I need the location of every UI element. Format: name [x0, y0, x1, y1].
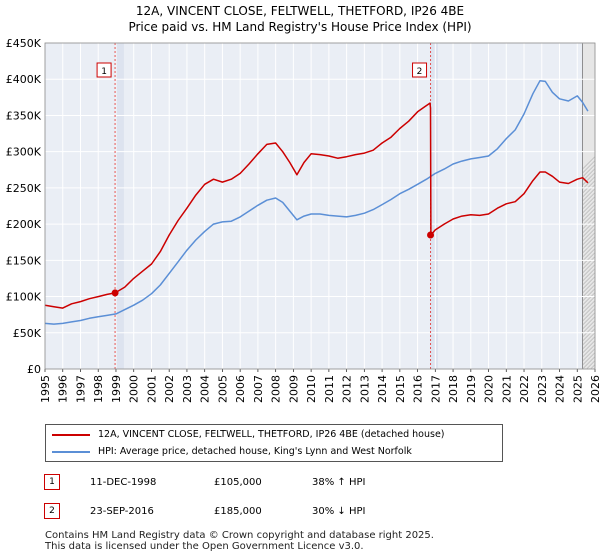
y-tick-label: £300K	[6, 146, 42, 159]
x-tick-label: 2015	[394, 375, 407, 403]
x-tick-label: 2026	[589, 375, 600, 403]
sale-band-2	[430, 43, 438, 369]
footer: Contains HM Land Registry data © Crown c…	[45, 530, 434, 552]
sale-band-1	[115, 43, 124, 369]
sale-callout-label-1: 1	[101, 67, 107, 77]
hatch-line	[582, 304, 595, 318]
x-tick-label: 2020	[483, 375, 496, 403]
y-tick-label: £150K	[6, 254, 42, 267]
sale-hpi-2: 30% ↓ HPI	[312, 506, 366, 517]
y-tick-label: £450K	[6, 37, 42, 50]
x-tick-label: 2018	[447, 375, 460, 403]
y-tick-label: £400K	[6, 73, 42, 86]
x-tick-label: 2023	[536, 375, 549, 403]
legend-label-property: 12A, VINCENT CLOSE, FELTWELL, THETFORD, …	[98, 429, 445, 440]
legend-swatch-property	[52, 434, 90, 436]
x-tick-label: 1995	[39, 375, 52, 403]
x-tick-label: 2006	[234, 375, 247, 403]
x-tick-label: 1999	[110, 375, 123, 403]
x-tick-label: 2002	[163, 375, 176, 403]
x-tick-label: 2017	[429, 375, 442, 403]
series-line-property	[44, 102, 589, 309]
legend-label-hpi: HPI: Average price, detached house, King…	[98, 446, 412, 457]
sale-hpi-1: 38% ↑ HPI	[312, 477, 366, 488]
y-tick-label: £250K	[6, 182, 42, 195]
x-tick-label: 1997	[74, 375, 87, 403]
x-tick-label: 2008	[270, 375, 283, 403]
y-tick-label: £0	[27, 363, 41, 376]
x-tick-label: 2024	[554, 375, 567, 403]
x-tick-label: 2019	[465, 375, 478, 403]
x-tick-label: 2025	[571, 375, 584, 403]
x-tick-label: 2004	[199, 375, 212, 403]
chart-title: 12A, VINCENT CLOSE, FELTWELL, THETFORD, …	[135, 4, 465, 18]
x-tick-label: 2022	[518, 375, 531, 403]
y-tick-label: £100K	[6, 291, 42, 304]
sale-date-1: 11-DEC-1998	[90, 477, 157, 488]
x-tick-label: 2009	[287, 375, 300, 403]
x-tick-label: 2007	[252, 375, 265, 403]
x-tick-label: 2021	[500, 375, 513, 403]
x-tick-label: 2003	[181, 375, 194, 403]
sale-badge-2: 2	[44, 503, 60, 519]
x-tick-label: 2011	[323, 375, 336, 403]
y-tick-label: £50K	[13, 327, 42, 340]
series-line-hpi	[44, 79, 589, 325]
x-tick-label: 2012	[341, 375, 354, 403]
y-tick-label: £200K	[6, 218, 42, 231]
sale-point-2	[427, 231, 435, 239]
x-tick-label: 2001	[145, 375, 158, 403]
x-tick-label: 2016	[412, 375, 425, 403]
x-tick-label: 2013	[358, 375, 371, 403]
sale-point-1	[111, 289, 119, 297]
hatch-line	[582, 196, 595, 210]
sale-callout-label-2: 2	[417, 67, 423, 77]
plot-border	[44, 42, 596, 370]
footer-line-2: This data is licensed under the Open Gov…	[45, 541, 364, 552]
y-tick-label: £350K	[6, 109, 42, 122]
plot-area	[45, 43, 595, 369]
x-tick-label: 2005	[216, 375, 229, 403]
sale-price-1: £105,000	[214, 477, 262, 488]
sale-badge-1: 1	[44, 474, 60, 490]
sale-price-2: £185,000	[214, 506, 262, 517]
x-tick-label: 2014	[376, 375, 389, 403]
x-tick-label: 2000	[128, 375, 141, 403]
hatch-line	[582, 312, 595, 326]
sale-callout-box-2	[412, 62, 428, 78]
chart-subtitle: Price paid vs. HM Land Registry's House …	[128, 20, 472, 34]
sale-date-2: 23-SEP-2016	[90, 506, 154, 517]
footer-line-1: Contains HM Land Registry data © Crown c…	[45, 530, 434, 541]
sale-callout-box-1	[96, 62, 112, 78]
x-tick-label: 2010	[305, 375, 318, 403]
hatch-line	[582, 204, 595, 218]
hatch-line	[582, 200, 595, 214]
legend: 12A, VINCENT CLOSE, FELTWELL, THETFORD, …	[45, 424, 503, 462]
sale-row-2: 2 23-SEP-2016 £185,000 30% ↓ HPI	[44, 503, 404, 521]
legend-swatch-hpi	[52, 451, 90, 453]
x-tick-label: 1996	[57, 375, 70, 403]
hatch-line	[582, 308, 595, 322]
sale-row-1: 1 11-DEC-1998 £105,000 38% ↑ HPI	[44, 474, 404, 492]
x-tick-label: 1998	[92, 375, 105, 403]
price-chart: £0 £50K £100K £150K £200K £250K £300K £350K £400…	[6, 37, 600, 403]
